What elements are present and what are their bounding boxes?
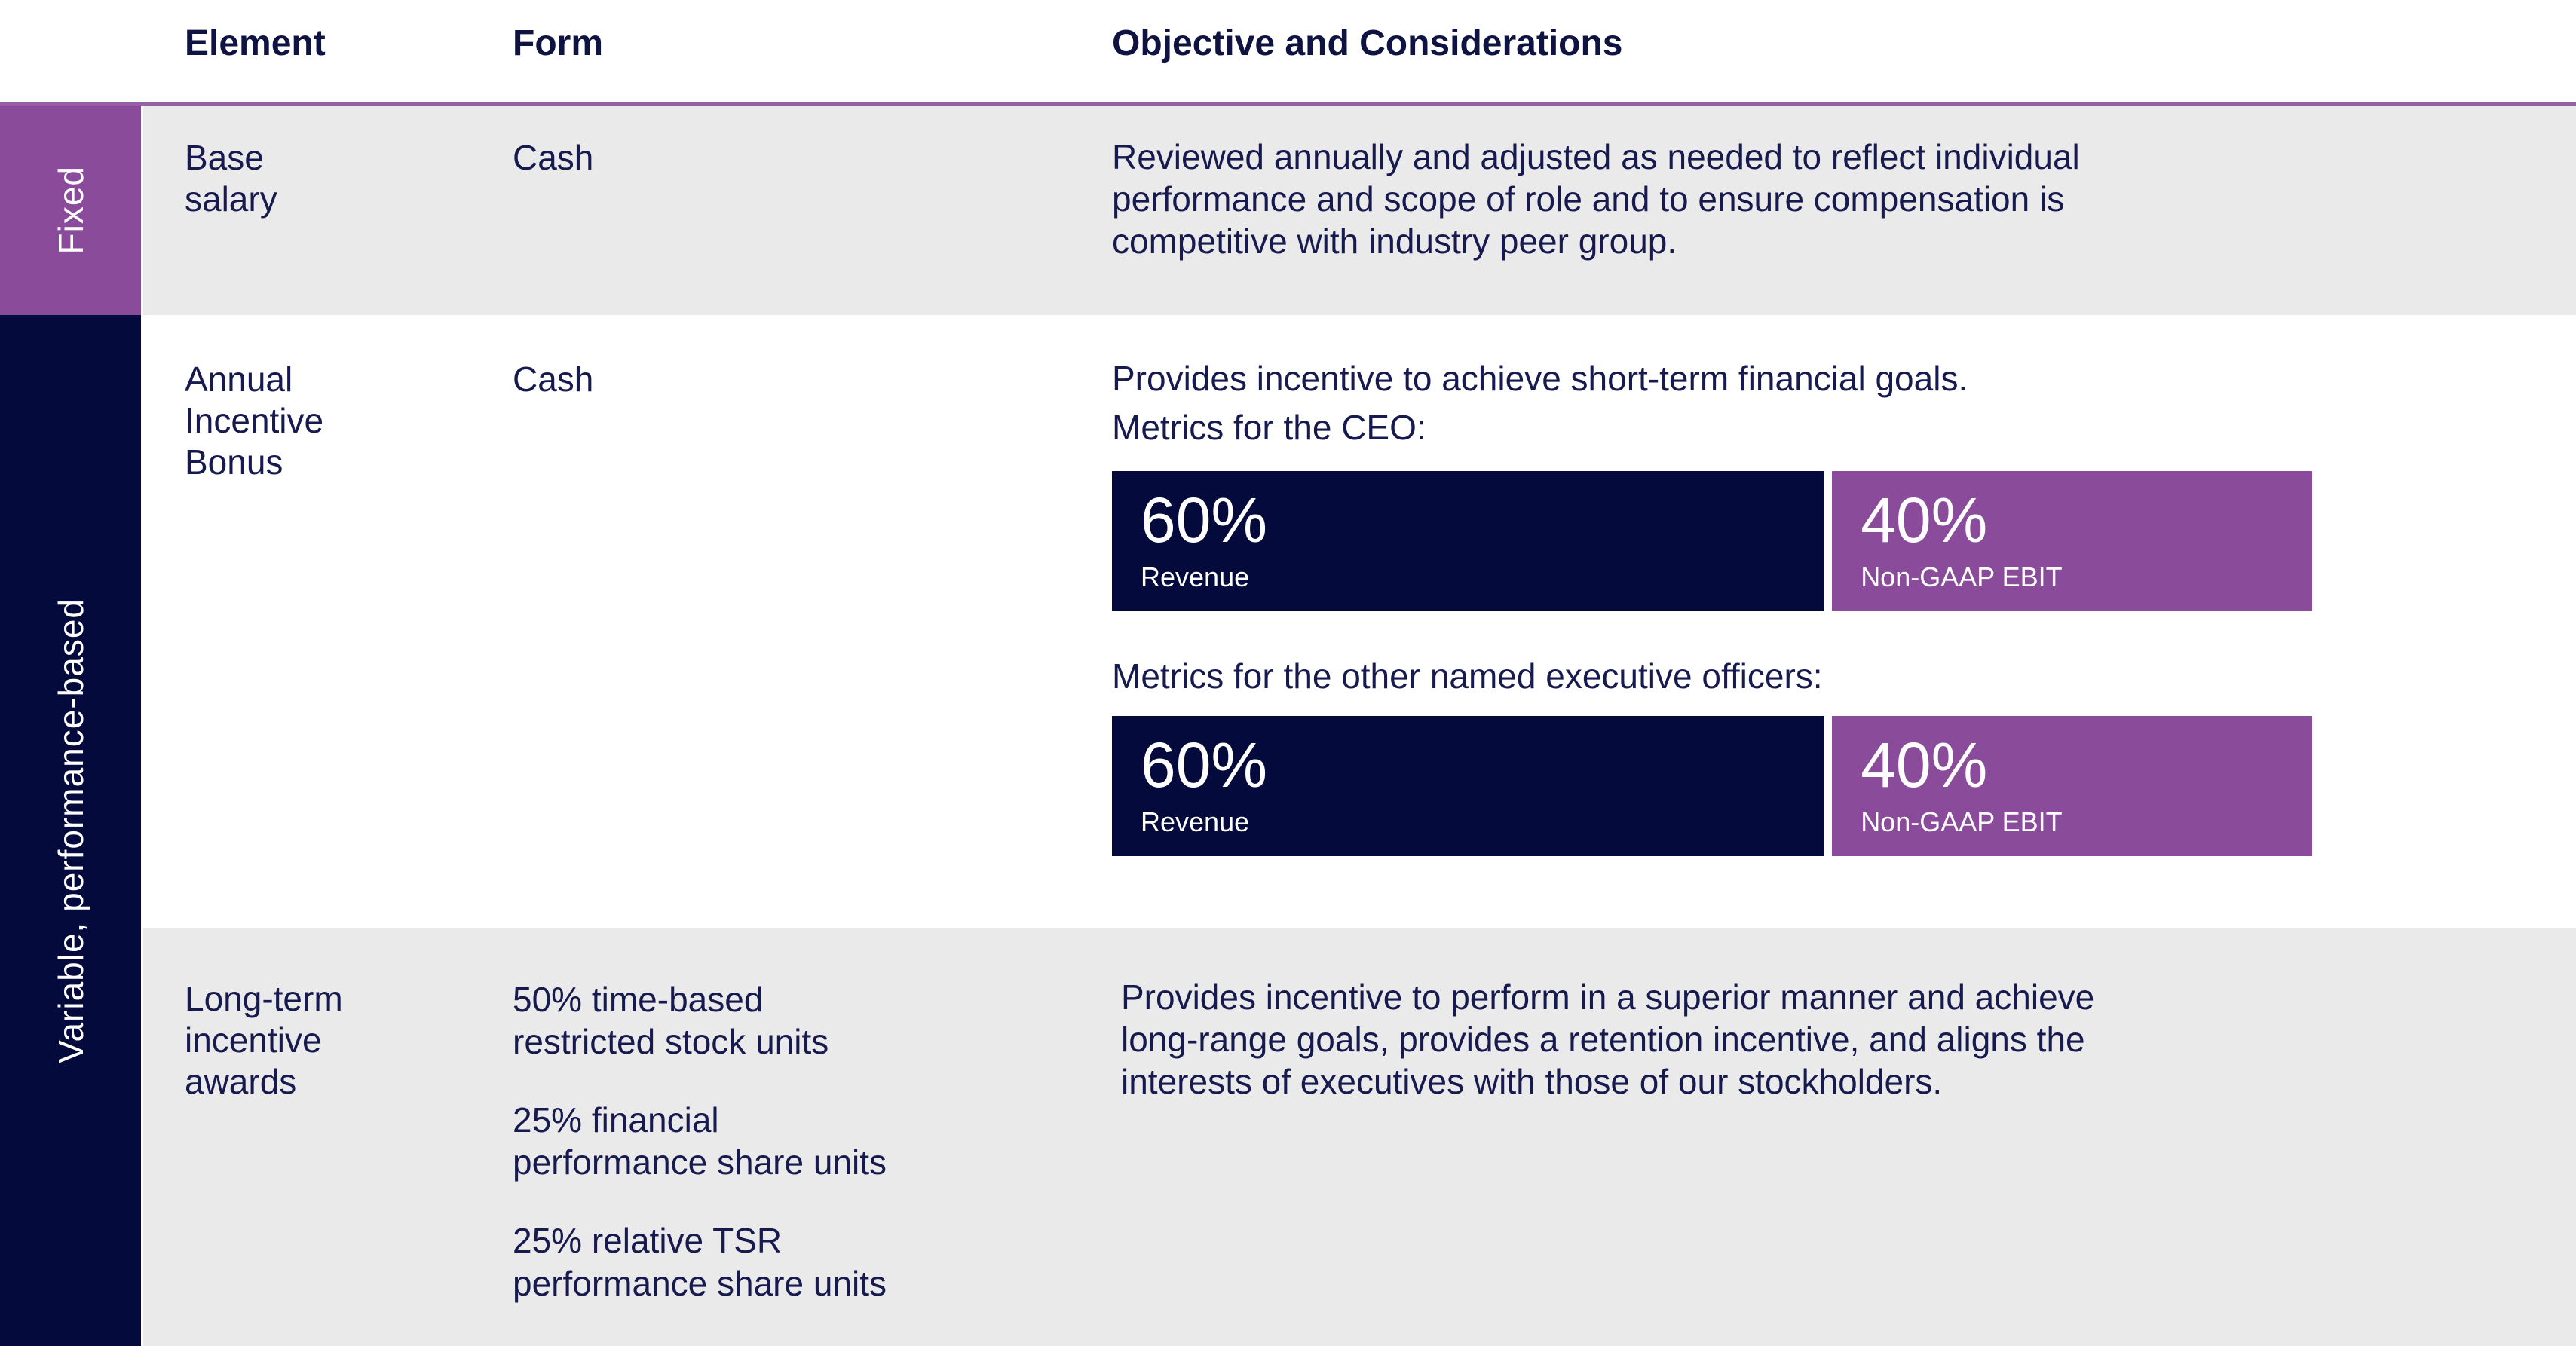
cell-element-base-salary: Base salary (185, 138, 277, 219)
metrics-bar-other-ebit-label: Non-GAAP EBIT (1861, 806, 2063, 838)
row-band-base-salary (143, 106, 2576, 315)
cell-element-annual-incentive: Annual Incentive Bonus (185, 359, 324, 482)
cell-form-annual-incentive: Cash (513, 359, 594, 399)
row-band-long-term (143, 928, 2576, 1346)
cell-objective-annual-incentive-intro: Provides incentive to achieve short-term… (1112, 359, 1968, 448)
cell-form-base-salary: Cash (513, 138, 594, 177)
cell-element-long-term: Long-term incentive awards (185, 979, 343, 1102)
sidebar-group-fixed: Fixed (0, 106, 141, 315)
metrics-bar-other-revenue-percent: 60% (1141, 730, 1268, 801)
column-header-objective: Objective and Considerations (1112, 23, 1623, 63)
form-item-rsu: 50% time-based restricted stock units (513, 980, 829, 1062)
metrics-bar-other: 60% Revenue 40% Non-GAAP EBIT (1112, 716, 2312, 856)
column-header-form: Form (513, 23, 603, 63)
form-item-tsr-psu: 25% relative TSR performance share units (513, 1221, 887, 1303)
cell-objective-base-salary: Reviewed annually and adjusted as needed… (1112, 137, 2080, 262)
metrics-bar-other-revenue-label: Revenue (1141, 806, 1250, 838)
sidebar-group-variable: Variable, performance-based (0, 315, 141, 1346)
cell-form-long-term: 50% time-based restricted stock units 25… (513, 978, 935, 1341)
sidebar-group-variable-label: Variable, performance-based (51, 598, 90, 1063)
metrics-bar-other-ebit-segment: 40% Non-GAAP EBIT (1832, 716, 2312, 856)
cell-objective-long-term: Provides incentive to perform in a super… (1121, 977, 2095, 1102)
metrics-bar-ceo-revenue-label: Revenue (1141, 561, 1250, 593)
metrics-bar-other-revenue-segment: 60% Revenue (1112, 716, 1833, 856)
header-divider-rule (0, 102, 2576, 106)
metrics-bar-ceo-revenue-percent: 60% (1141, 485, 1268, 556)
column-header-element: Element (185, 23, 326, 63)
metrics-bar-other-ebit-percent: 40% (1861, 730, 1988, 801)
metrics-other-officers-label: Metrics for the other named executive of… (1112, 656, 1823, 696)
metrics-bar-ceo-ebit-segment: 40% Non-GAAP EBIT (1832, 471, 2312, 611)
metrics-bar-ceo: 60% Revenue 40% Non-GAAP EBIT (1112, 471, 2312, 611)
metrics-bar-ceo-ebit-percent: 40% (1861, 485, 1988, 556)
metrics-bar-ceo-revenue-segment: 60% Revenue (1112, 471, 1833, 611)
sidebar-group-fixed-label: Fixed (51, 166, 90, 255)
metrics-bar-ceo-ebit-label: Non-GAAP EBIT (1861, 561, 2063, 593)
form-item-financial-psu: 25% financial performance share units (513, 1100, 887, 1182)
